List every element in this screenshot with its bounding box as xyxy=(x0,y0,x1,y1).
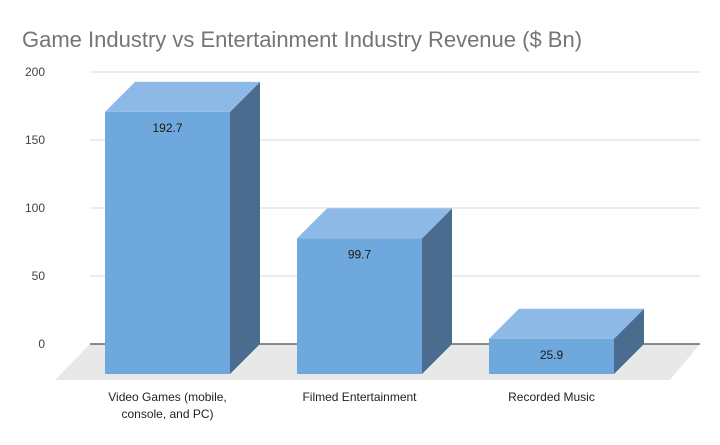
bar xyxy=(105,111,230,374)
x-tick-label: Video Games (mobile, xyxy=(108,390,227,404)
bar-top xyxy=(489,308,644,339)
data-label: 99.7 xyxy=(348,247,372,261)
data-label: 192.7 xyxy=(152,121,182,135)
y-tick-label: 200 xyxy=(25,65,45,79)
y-tick-label: 150 xyxy=(25,133,45,147)
x-tick-label: console, and PC) xyxy=(121,407,213,421)
bar xyxy=(489,338,614,374)
bar xyxy=(297,238,422,374)
y-tick-label: 100 xyxy=(25,201,45,215)
y-tick-label: 0 xyxy=(38,337,45,351)
data-label: 25.9 xyxy=(540,348,564,362)
bar-top xyxy=(297,208,452,239)
x-tick-label: Recorded Music xyxy=(508,390,595,404)
bar-side xyxy=(230,81,260,374)
bar-side xyxy=(422,208,452,374)
chart-title: Game Industry vs Entertainment Industry … xyxy=(22,27,583,52)
y-tick-label: 50 xyxy=(32,269,46,283)
x-tick-label: Filmed Entertainment xyxy=(302,390,417,404)
bar-top xyxy=(105,81,260,112)
bar-side xyxy=(614,308,644,374)
